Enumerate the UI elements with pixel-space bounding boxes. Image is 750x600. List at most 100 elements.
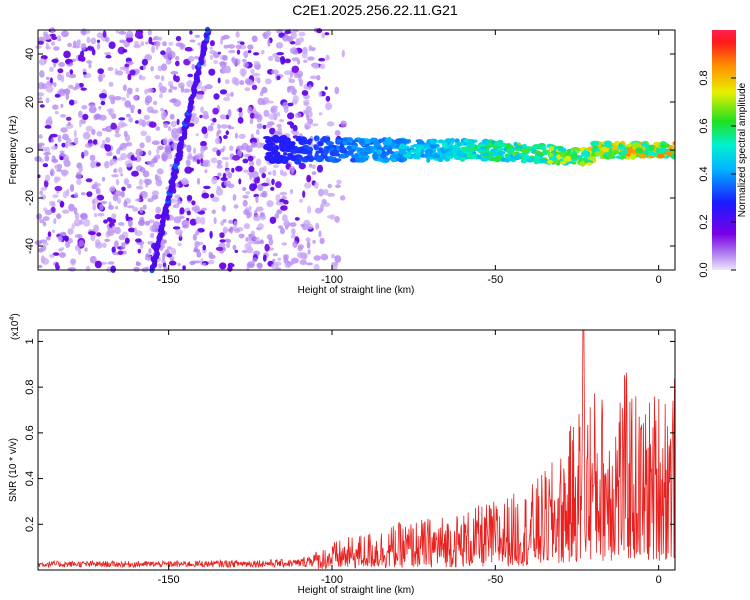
spectrogram-noise-blob xyxy=(113,240,119,248)
spectrogram-noise-blob xyxy=(304,125,310,130)
spectrogram-noise-blob xyxy=(122,49,128,53)
spectrogram-noise-blob xyxy=(49,168,55,177)
spectrogram-noise-blob xyxy=(143,64,147,71)
spectrogram-noise-blob xyxy=(170,71,179,75)
spectrogram-noise-blob xyxy=(219,114,227,120)
band-point xyxy=(481,148,487,152)
spectrogram-noise-blob xyxy=(42,242,49,246)
spectrogram-noise-blob xyxy=(54,93,61,98)
spectrogram-noise-blob xyxy=(203,185,211,190)
spectrogram-noise-blob xyxy=(299,252,308,260)
snr-x-axis-label: Height of straight line (km) xyxy=(298,585,415,596)
spectrogram-noise-blob xyxy=(238,110,243,118)
spectrogram-noise-blob xyxy=(259,240,265,245)
band-point xyxy=(325,141,334,146)
spectrogram-noise-blob xyxy=(298,162,306,170)
spectrogram-noise-blob xyxy=(135,148,143,157)
spectrogram-noise-blob xyxy=(138,178,143,186)
band-point xyxy=(315,150,324,154)
spectrogram-noise-blob xyxy=(192,156,198,163)
spectrogram-noise-blob xyxy=(137,108,142,115)
spectrogram-noise-blob xyxy=(340,120,347,127)
spectrogram-noise-blob xyxy=(176,197,181,205)
spectrogram-noise-blob xyxy=(239,80,245,86)
spectrogram-noise-blob xyxy=(310,47,316,51)
spectrogram-noise-blob xyxy=(282,35,290,42)
band-point xyxy=(649,145,655,152)
spectrogram-noise-blob xyxy=(80,43,87,51)
band-point xyxy=(294,159,302,165)
spectrogram-noise-blob xyxy=(223,135,228,139)
spectrogram-noise-blob xyxy=(202,262,206,266)
spectrogram-noise-blob xyxy=(139,216,145,225)
band-point xyxy=(607,153,614,159)
spectrogram-noise-blob xyxy=(311,164,316,169)
band-point xyxy=(648,154,655,159)
spectrogram-noise-blob xyxy=(50,138,55,143)
spectrogram-noise-blob xyxy=(76,39,81,46)
spectrogram-noise-blob xyxy=(89,154,96,162)
band-point xyxy=(423,152,433,158)
spectrogram-noise-blob xyxy=(301,90,309,96)
spectrogram-noise-blob xyxy=(96,162,101,167)
band-point xyxy=(614,140,620,146)
spectrogram-noise-blob xyxy=(294,41,302,46)
band-point xyxy=(659,144,666,148)
spectrogram-noise-blob xyxy=(63,50,71,59)
spectrogram-noise-blob xyxy=(264,243,270,252)
spectrogram-noise-blob xyxy=(275,194,281,202)
spectrogram-noise-blob xyxy=(57,199,62,204)
band-point xyxy=(469,154,477,159)
spectrogram-noise-blob xyxy=(91,128,96,136)
spectrogram-noise-blob xyxy=(209,50,217,55)
band-point xyxy=(429,138,438,144)
spectrogram-noise-blob xyxy=(175,55,180,61)
spectrogram-noise-blob xyxy=(341,49,345,58)
spectrogram-noise-blob xyxy=(120,173,124,177)
spectrogram-noise-blob xyxy=(194,34,201,38)
band-point xyxy=(513,155,519,160)
spectrogram-noise-blob xyxy=(108,94,116,100)
spectrogram-noise-blob xyxy=(84,247,88,252)
spectrogram-noise-blob xyxy=(160,107,164,112)
spectrogram-noise-blob xyxy=(56,35,62,39)
spectrogram-noise-blob xyxy=(265,124,272,128)
colorbar-label: Normalized spectral amplitude xyxy=(737,82,748,217)
band-point xyxy=(283,152,288,156)
spectrogram-noise-blob xyxy=(58,62,65,67)
spectrogram-noise-blob xyxy=(291,130,300,136)
band-point xyxy=(382,140,391,146)
spectrogram-noise-blob xyxy=(306,174,312,183)
band-point xyxy=(513,141,518,147)
spectrogram-noise-blob xyxy=(87,46,95,51)
band-point xyxy=(618,142,623,148)
band-point xyxy=(625,153,632,157)
spectrogram-noise-blob xyxy=(37,40,44,45)
colorbar-tick-label: 0.2 xyxy=(698,214,710,229)
spectrogram-noise-blob xyxy=(162,252,166,261)
spectrogram-noise-blob xyxy=(119,30,125,35)
spectrogram-noise-blob xyxy=(242,199,248,207)
spectrogram-noise-blob xyxy=(284,58,291,64)
spectrogram-noise-blob xyxy=(132,207,139,212)
spectrogram-noise-blob xyxy=(80,192,86,196)
spectrogram-noise-blob xyxy=(185,88,192,93)
band-point xyxy=(350,157,357,163)
spectrogram-noise-blob xyxy=(37,82,45,90)
spectrogram-noise-blob xyxy=(170,120,177,127)
spectrogram-noise-blob xyxy=(253,113,260,119)
band-point xyxy=(384,137,391,142)
spectrogram-noise-blob xyxy=(250,141,257,148)
band-point xyxy=(317,147,324,151)
spectrogram-noise-blob xyxy=(197,228,205,233)
band-point xyxy=(456,141,462,147)
spectrogram-noise-blob xyxy=(84,143,93,149)
colorbar-tick-label: 0.8 xyxy=(698,70,710,85)
spectrogram-noise-blob xyxy=(253,52,260,56)
spectrogram-noise-blob xyxy=(236,145,244,151)
spectrogram-noise-blob xyxy=(313,255,321,261)
spectrogram-noise-blob xyxy=(186,144,192,153)
spectrogram-noise-blob xyxy=(280,57,286,65)
spectrogram-noise-blob xyxy=(168,41,174,46)
